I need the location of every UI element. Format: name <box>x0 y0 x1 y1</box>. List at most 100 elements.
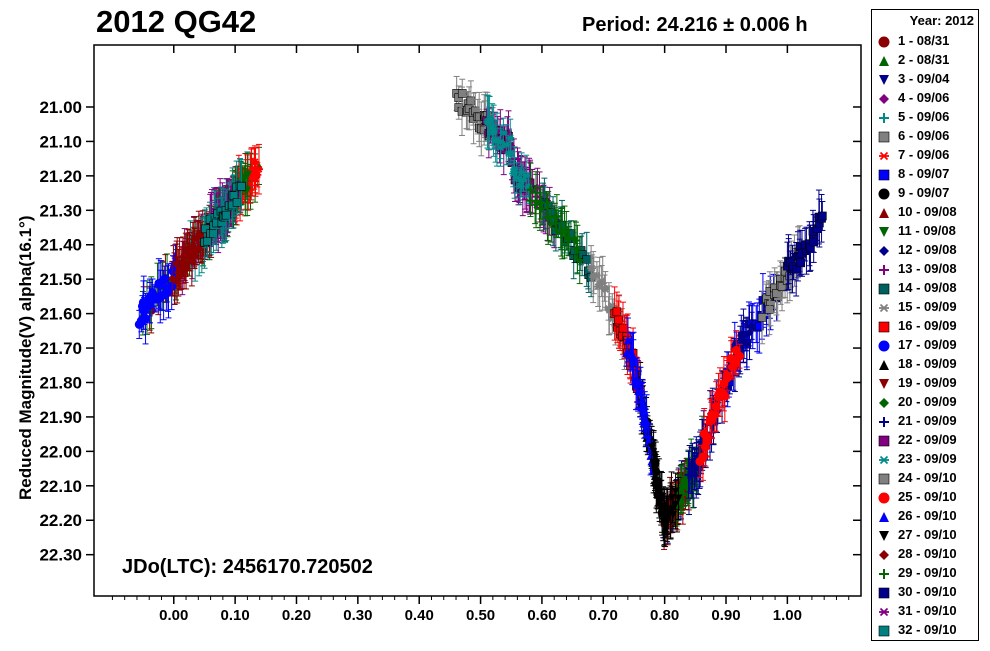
legend-marker-shape <box>878 36 890 48</box>
legend-item: 2 - 08/31 <box>872 51 978 70</box>
legend-item: 27 - 09/10 <box>872 526 978 545</box>
legend-marker-shape <box>879 227 889 237</box>
y-tick-label: 21.70 <box>39 339 82 358</box>
x-axis: 0.00 0.10 0.20 0.30 0.40 0.50 0.60 0.70 0.80 0.90… <box>111 45 850 624</box>
data-point <box>809 237 818 247</box>
data-point <box>757 313 767 322</box>
data-point <box>542 198 551 207</box>
legend-marker-shape <box>878 587 890 599</box>
data-point <box>796 258 806 268</box>
data-point <box>720 391 730 401</box>
legend-item: 24 - 09/10 <box>872 469 978 488</box>
legend-label: 28 - 09/10 <box>898 546 957 561</box>
data-point <box>629 358 638 367</box>
legend-marker-shape <box>878 131 890 143</box>
legend-label: 25 - 09/10 <box>898 489 957 504</box>
legend-marker <box>879 246 889 256</box>
y-tick-label: 21.50 <box>39 270 82 289</box>
legend-marker-shape <box>879 398 889 408</box>
data-point <box>651 463 660 472</box>
legend-item: 10 - 09/08 <box>872 203 978 222</box>
legend-item: 4 - 09/06 <box>872 89 978 108</box>
data-point <box>674 494 683 503</box>
data-point <box>577 250 587 259</box>
legend-marker-shape <box>879 379 889 389</box>
data-point <box>176 271 185 280</box>
data-point <box>178 252 187 261</box>
legend-item: 17 - 09/09 <box>872 336 978 355</box>
legend-item: 26 - 09/10 <box>872 507 978 526</box>
chart-title: 2012 QG42 <box>96 4 257 39</box>
y-tick-label: 21.10 <box>39 132 82 151</box>
data-point <box>532 197 541 206</box>
legend-label: 15 - 09/09 <box>898 299 957 314</box>
data-point <box>765 305 774 314</box>
legend-label: 9 - 09/07 <box>898 185 950 200</box>
legend-marker <box>879 455 889 465</box>
data-point <box>671 500 680 509</box>
legend-marker <box>879 607 889 617</box>
legend-marker-shape <box>879 56 889 66</box>
data-point <box>668 505 677 514</box>
legend-item: 9 - 09/07 <box>872 184 978 203</box>
x-tick-label: 0.70 <box>589 607 618 624</box>
data-point <box>735 351 745 361</box>
data-point <box>506 149 515 157</box>
data-point <box>633 376 642 385</box>
legend-label: 19 - 09/09 <box>898 375 957 390</box>
legend-label: 20 - 09/09 <box>898 394 957 409</box>
legend-marker <box>879 227 889 237</box>
legend-marker <box>879 398 889 408</box>
x-tick-label: 0.30 <box>343 607 372 624</box>
data-point <box>647 443 656 452</box>
legend-label: 29 - 09/10 <box>898 565 957 580</box>
data-point <box>182 264 191 273</box>
legend-item: 13 - 09/08 <box>872 260 978 279</box>
legend-marker-shape <box>878 321 890 333</box>
x-tick-label: 0.50 <box>466 607 495 624</box>
legend-item: 23 - 09/09 <box>872 450 978 469</box>
data-point <box>614 315 623 325</box>
data-point <box>657 493 666 502</box>
period-label: Period: 24.216 ± 0.006 h <box>582 14 808 36</box>
legend-marker-shape <box>879 455 889 465</box>
legend-label: 2 - 08/31 <box>898 52 950 67</box>
legend-marker-shape <box>879 360 889 370</box>
legend-marker-shape <box>879 550 889 560</box>
legend-label: 3 - 09/04 <box>898 71 950 86</box>
legend-marker <box>879 208 889 218</box>
x-tick-label: 0.40 <box>405 607 434 624</box>
data-point <box>243 170 252 179</box>
legend-label: 14 - 09/08 <box>898 280 957 295</box>
legend-marker-shape <box>879 265 889 275</box>
data-point <box>537 204 546 213</box>
legend-item: 32 - 09/10 <box>872 621 978 640</box>
legend-marker-shape <box>879 246 889 256</box>
legend-item: 11 - 09/08 <box>872 222 978 241</box>
legend-marker <box>878 321 890 333</box>
legend: Year: 2012 1 - 08/31 2 - 08/31 3 - 09/04 4 … <box>871 9 979 641</box>
legend-label: 6 - 09/06 <box>898 128 950 143</box>
legend-item: 21 - 09/09 <box>872 412 978 431</box>
legend-label: 11 - 09/08 <box>898 223 956 238</box>
legend-item: 18 - 09/09 <box>872 355 978 374</box>
legend-marker <box>878 36 890 48</box>
y-tick-label: 21.80 <box>39 373 82 392</box>
legend-marker-shape <box>878 283 890 295</box>
legend-label: 26 - 09/10 <box>898 508 957 523</box>
legend-marker <box>878 283 890 295</box>
y-axis: 21.00 21.10 21.20 21.30 21.40 21.50 21.60 21.70… <box>39 98 861 565</box>
legend-item: 22 - 09/09 <box>872 431 978 450</box>
legend-marker <box>878 492 890 504</box>
x-tick-label: 0.10 <box>221 607 250 624</box>
legend-marker-shape <box>878 188 890 200</box>
y-tick-label: 21.00 <box>39 98 82 117</box>
legend-item: 28 - 09/10 <box>872 545 978 564</box>
legend-label: 13 - 09/08 <box>898 261 957 276</box>
legend-item: 20 - 09/09 <box>872 393 978 412</box>
series-points <box>134 75 827 550</box>
x-tick-label: 0.20 <box>282 607 311 624</box>
y-tick-label: 22.20 <box>39 511 82 530</box>
legend-label: 5 - 09/06 <box>898 109 950 124</box>
legend-marker-shape <box>879 607 889 617</box>
